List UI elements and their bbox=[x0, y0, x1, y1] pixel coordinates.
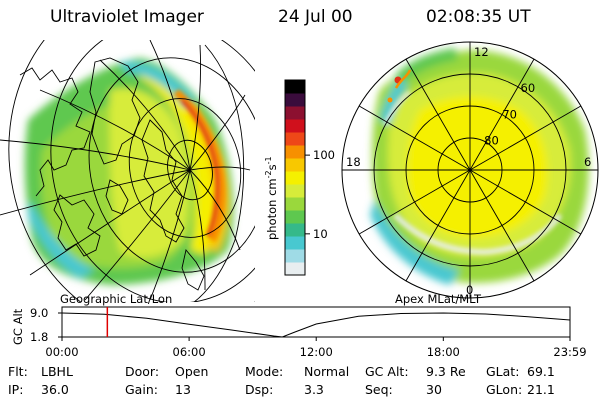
meridian-line bbox=[189, 169, 241, 251]
colorbar-label: photon cm-2s-1 bbox=[264, 156, 279, 240]
colorbar-step bbox=[285, 171, 305, 185]
colorbar: 10 100 photon cm-2s-1 bbox=[264, 79, 335, 276]
status-label: Flt: bbox=[8, 364, 28, 379]
mlat-label: 60 bbox=[521, 81, 536, 95]
mlt-spoke bbox=[469, 169, 582, 235]
status-value: 3.3 bbox=[304, 382, 324, 397]
dayside-hotspot bbox=[387, 69, 412, 103]
geographic-caption: Geographic Lat/Lon bbox=[60, 292, 172, 306]
mlt-spoke bbox=[358, 169, 471, 235]
colorbar-step bbox=[285, 158, 305, 172]
geographic-map bbox=[0, 40, 255, 302]
meridian-line bbox=[189, 94, 246, 171]
mlat-label: 70 bbox=[502, 107, 517, 121]
mlt-spoke bbox=[405, 58, 471, 171]
latitude-circle bbox=[128, 98, 242, 238]
mlt-spoke bbox=[405, 169, 471, 282]
colorbar-step bbox=[285, 223, 305, 237]
coastline bbox=[181, 249, 205, 291]
colorbar-step bbox=[285, 80, 305, 94]
status-value: 36.0 bbox=[41, 382, 69, 397]
altitude-xtick-label: 00:00 bbox=[45, 345, 78, 359]
colorbar-step bbox=[285, 197, 305, 211]
status-value: 69.1 bbox=[527, 364, 555, 379]
altitude-xtick-label: 12:00 bbox=[300, 345, 333, 359]
status-value: 21.1 bbox=[527, 382, 555, 397]
colorbar-step bbox=[285, 236, 305, 250]
status-label: Door: bbox=[125, 364, 160, 379]
altitude-series-line bbox=[61, 312, 571, 338]
altitude-xtick-label: 06:00 bbox=[173, 345, 206, 359]
status-label: GLon: bbox=[486, 382, 523, 397]
meridian-line bbox=[84, 169, 191, 301]
meridian-line bbox=[189, 166, 251, 171]
status-value: 30 bbox=[426, 382, 442, 397]
colorbar-step bbox=[285, 132, 305, 146]
meridian-line bbox=[149, 169, 191, 301]
mlt-spoke bbox=[469, 169, 535, 282]
mlt-label: 6 bbox=[584, 155, 591, 169]
meridian-line bbox=[149, 40, 191, 171]
status-label: GC Alt: bbox=[365, 364, 409, 379]
altitude-ytick-label: 1.8 bbox=[30, 330, 48, 344]
colorbar-step bbox=[285, 249, 305, 263]
colorbar-step bbox=[285, 184, 305, 198]
latitude-circle bbox=[8, 40, 255, 302]
colorbar-step bbox=[285, 119, 305, 133]
status-value: Normal bbox=[304, 364, 350, 379]
status-value: 13 bbox=[175, 382, 191, 397]
colorbar-step bbox=[285, 93, 305, 107]
coastline bbox=[141, 119, 185, 243]
status-value: LBHL bbox=[41, 364, 73, 379]
meridian-line bbox=[0, 169, 191, 216]
coastline bbox=[89, 57, 141, 165]
status-label: Mode: bbox=[245, 364, 284, 379]
altitude-plot: 9.0 1.8 00:00 06:00 12:00 18:00 23:59 GC Alt bbox=[11, 306, 587, 359]
colorbar-step bbox=[285, 145, 305, 159]
mlat-label: 80 bbox=[484, 134, 499, 148]
altitude-ytick-label: 9.0 bbox=[30, 306, 48, 320]
colorbar-tick-label: 100 bbox=[313, 148, 335, 162]
meridian-line bbox=[99, 59, 191, 171]
mlt-label: 18 bbox=[346, 155, 361, 169]
coastline bbox=[19, 67, 91, 197]
altitude-xtick-label: 23:59 bbox=[553, 345, 586, 359]
status-label: Dsp: bbox=[245, 382, 274, 397]
colorbar-tick-label: 10 bbox=[313, 227, 328, 241]
status-value: 9.3 Re bbox=[426, 364, 466, 379]
earth-limb bbox=[193, 44, 245, 302]
status-label: Gain: bbox=[125, 382, 158, 397]
status-label: GLat: bbox=[486, 364, 520, 379]
altitude-xtick-label: 18:00 bbox=[427, 345, 460, 359]
colorbar-step bbox=[285, 210, 305, 224]
colorbar-step bbox=[285, 106, 305, 120]
latitude-circle bbox=[50, 40, 255, 302]
mlt-spoke bbox=[358, 105, 471, 171]
mlt-spoke bbox=[469, 105, 582, 171]
coastline bbox=[53, 194, 101, 257]
date-label: 24 Jul 00 bbox=[278, 7, 353, 27]
status-label: Seq: bbox=[365, 382, 393, 397]
meridian-line bbox=[189, 169, 206, 291]
status-label: IP: bbox=[8, 382, 24, 397]
apex-caption: Apex MLat/MLT bbox=[395, 292, 482, 306]
mlt-label: 12 bbox=[474, 45, 489, 59]
mlt-spoke bbox=[469, 58, 535, 171]
mlt-label: 0 bbox=[466, 283, 473, 297]
status-value: Open bbox=[175, 364, 209, 379]
coastline bbox=[105, 179, 129, 215]
altitude-ylabel: GC Alt bbox=[11, 308, 25, 345]
time-label: 02:08:35 UT bbox=[426, 7, 531, 27]
meridian-line bbox=[189, 44, 202, 171]
instrument-title: Ultraviolet Imager bbox=[50, 7, 204, 27]
colorbar-step bbox=[285, 262, 305, 276]
